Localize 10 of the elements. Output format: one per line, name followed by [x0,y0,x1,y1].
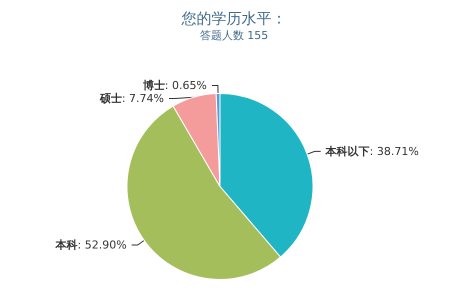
slice-label: 本科以下 [324,144,370,158]
data-label: : 38.71% [370,144,419,158]
data-label: : 7.74% [122,92,164,105]
data-label: : 52.90% [78,238,127,252]
slice-label: 博士 [142,79,165,92]
slice-label: 本科 [54,238,78,252]
chart-title: 您的学历水平： [180,10,286,28]
data-label: : 0.65% [164,79,207,92]
chart-subtitle: 答题人数 155 [200,29,268,42]
slice-label: 硕士 [98,92,122,105]
